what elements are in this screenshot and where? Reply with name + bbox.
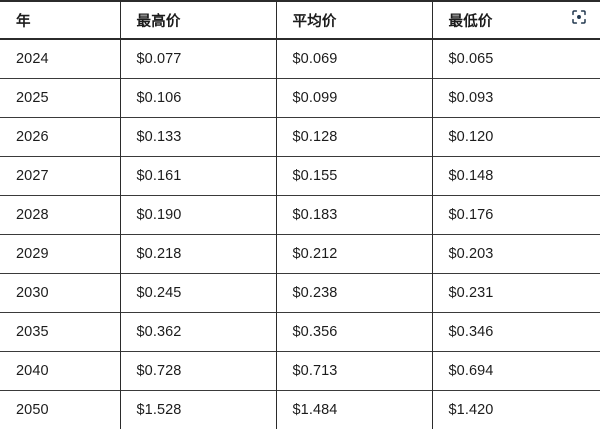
cell-highest-price: $0.077: [119, 39, 276, 78]
cell-average-price: $0.155: [275, 156, 432, 195]
scan-frame-icon: [570, 8, 588, 26]
cell-lowest-price: $0.148: [431, 156, 600, 195]
cell-lowest-price: $0.065: [431, 39, 600, 78]
cell-average-price: $0.212: [275, 234, 432, 273]
table-body: 2024 $0.077 $0.069 $0.065 2025 $0.106 $0…: [0, 39, 600, 429]
cell-lowest-price: $1.420: [431, 390, 600, 429]
cell-year: 2026: [16, 128, 49, 145]
cell-lowest-price: $0.176: [431, 195, 600, 234]
table-row: 2029 $0.218 $0.212 $0.203: [0, 234, 600, 273]
cell-average-price: $0.069: [275, 39, 432, 78]
cell-highest-price: $0.245: [119, 273, 276, 312]
cell-average-price: $0.356: [275, 312, 432, 351]
cell-year: 2050: [16, 401, 49, 418]
cell-lowest-price: $0.346: [431, 312, 600, 351]
cell-average-price: $1.484: [275, 390, 432, 429]
table-row: 2040 $0.728 $0.713 $0.694: [0, 351, 600, 390]
cell-year: 2025: [16, 89, 49, 106]
cell-lowest-price: $0.120: [431, 117, 600, 156]
cell-average-price: $0.713: [275, 351, 432, 390]
cell-highest-price: $0.133: [119, 117, 276, 156]
cell-average-price: $0.128: [275, 117, 432, 156]
cell-highest-price: $0.106: [119, 78, 276, 117]
table-row: 2028 $0.190 $0.183 $0.176: [0, 195, 600, 234]
cell-highest-price: $0.728: [119, 351, 276, 390]
scan-frame-icon-button[interactable]: [564, 2, 594, 32]
cell-highest-price: $0.161: [119, 156, 276, 195]
column-header-average-price: 平均价: [275, 1, 432, 39]
cell-year: 2035: [16, 323, 49, 340]
cell-year: 2027: [16, 167, 49, 184]
cell-year: 2028: [16, 206, 49, 223]
table-header: 年 最高价 平均价 最低价: [0, 1, 600, 39]
cell-lowest-price: $0.694: [431, 351, 600, 390]
table-row: 2024 $0.077 $0.069 $0.065: [0, 39, 600, 78]
cell-highest-price: $0.190: [119, 195, 276, 234]
table-row: 2026 $0.133 $0.128 $0.120: [0, 117, 600, 156]
cell-highest-price: $0.218: [119, 234, 276, 273]
table-row: 2027 $0.161 $0.155 $0.148: [0, 156, 600, 195]
column-header-highest-price: 最高价: [119, 1, 276, 39]
table-header-row: 年 最高价 平均价 最低价: [0, 1, 600, 39]
cell-year: 2040: [16, 362, 49, 379]
cell-lowest-price: $0.231: [431, 273, 600, 312]
cell-year: 2024: [16, 50, 49, 67]
cell-year: 2030: [16, 284, 49, 301]
cell-highest-price: $0.362: [119, 312, 276, 351]
table-row: 2025 $0.106 $0.099 $0.093: [0, 78, 600, 117]
cell-average-price: $0.238: [275, 273, 432, 312]
table-row: 2035 $0.362 $0.356 $0.346: [0, 312, 600, 351]
cell-lowest-price: $0.203: [431, 234, 600, 273]
cell-average-price: $0.183: [275, 195, 432, 234]
cell-year: 2029: [16, 245, 49, 262]
cell-lowest-price: $0.093: [431, 78, 600, 117]
column-header-year: 年: [16, 13, 31, 30]
cell-average-price: $0.099: [275, 78, 432, 117]
table-row: 2050 $1.528 $1.484 $1.420: [0, 390, 600, 429]
cell-highest-price: $1.528: [119, 390, 276, 429]
table-row: 2030 $0.245 $0.238 $0.231: [0, 273, 600, 312]
